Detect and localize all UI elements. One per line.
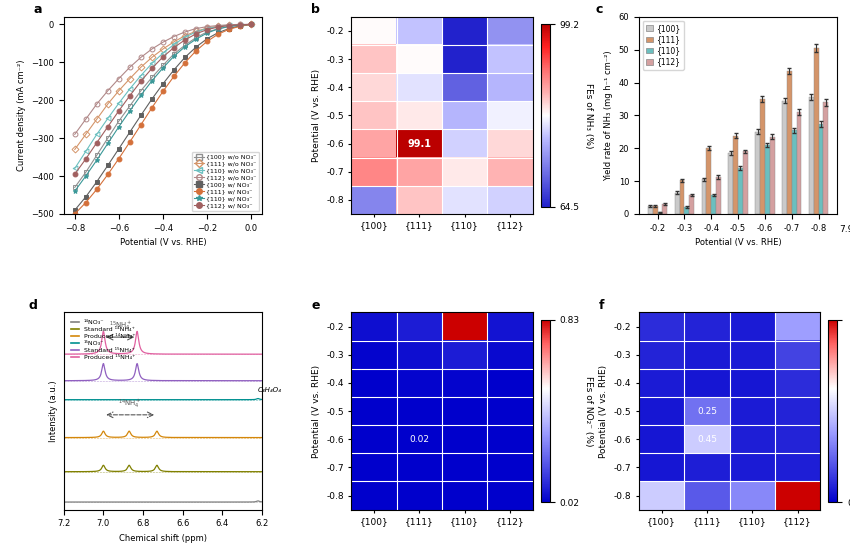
- Y-axis label: FEs of NO₂⁻ (%): FEs of NO₂⁻ (%): [585, 376, 593, 446]
- Bar: [716, 177, 721, 214]
- Text: 7.9: 7.9: [839, 225, 850, 234]
- Legend: {100} w/o NO₃⁻, {111} w/o NO₃⁻, {110} w/o NO₃⁻, {112} w/o NO₃⁻, {100} w/ NO₃⁻, {: {100} w/o NO₃⁻, {111} w/o NO₃⁻, {110} w/…: [192, 152, 259, 211]
- Y-axis label: Intensity (a.u.): Intensity (a.u.): [49, 380, 58, 442]
- Text: d: d: [28, 298, 37, 311]
- Bar: [824, 102, 828, 214]
- Bar: [782, 101, 787, 214]
- Bar: [760, 99, 765, 214]
- Text: 0.25: 0.25: [697, 407, 717, 416]
- X-axis label: Chemical shift (ppm): Chemical shift (ppm): [119, 534, 207, 543]
- Bar: [743, 152, 748, 214]
- Bar: [684, 207, 689, 214]
- Text: e: e: [311, 298, 320, 311]
- Bar: [689, 195, 694, 214]
- Bar: [819, 124, 824, 214]
- Text: 99.1: 99.1: [407, 138, 431, 148]
- Y-axis label: Current density (mA cm⁻²): Current density (mA cm⁻²): [17, 59, 26, 171]
- Text: f: f: [599, 298, 604, 311]
- Bar: [701, 179, 706, 214]
- Bar: [765, 145, 770, 214]
- Bar: [658, 212, 662, 214]
- Text: $^{14}$NH$_4^+$: $^{14}$NH$_4^+$: [118, 398, 142, 411]
- Bar: [680, 180, 684, 214]
- Bar: [738, 168, 743, 214]
- Y-axis label: Potential (V vs. RHE): Potential (V vs. RHE): [311, 365, 320, 458]
- Y-axis label: Yield rate of NH₃ (mg h⁻¹ cm⁻²): Yield rate of NH₃ (mg h⁻¹ cm⁻²): [604, 50, 613, 181]
- Bar: [706, 148, 711, 214]
- Bar: [756, 132, 760, 214]
- Bar: [809, 97, 813, 214]
- X-axis label: Potential (V vs. RHE): Potential (V vs. RHE): [120, 238, 207, 247]
- Text: $^{15}$NH$_4^+$: $^{15}$NH$_4^+$: [109, 320, 132, 333]
- Bar: [813, 48, 819, 214]
- Y-axis label: Potential (V vs. RHE): Potential (V vs. RHE): [599, 365, 608, 458]
- Text: 0.02: 0.02: [410, 435, 429, 444]
- Legend: ¹⁴NO₃⁻, Standard ¹⁴NH₄⁺, Produced ¹⁴NH₄⁺, ¹⁵NO₃⁻, Standard ¹⁵NH₄⁺, Produced ¹⁵NH: ¹⁴NO₃⁻, Standard ¹⁴NH₄⁺, Produced ¹⁴NH₄⁺…: [69, 318, 138, 363]
- Text: 0.45: 0.45: [697, 435, 717, 444]
- Bar: [770, 137, 774, 214]
- Text: c: c: [595, 3, 603, 16]
- Bar: [648, 206, 653, 214]
- Legend: {100}, {111}, {110}, {112}: {100}, {111}, {110}, {112}: [643, 21, 683, 69]
- Bar: [791, 130, 796, 214]
- Bar: [711, 195, 716, 214]
- Text: b: b: [311, 3, 320, 16]
- X-axis label: Potential (V vs. RHE): Potential (V vs. RHE): [694, 238, 781, 247]
- Bar: [675, 193, 680, 214]
- Text: C₄H₄O₄: C₄H₄O₄: [258, 387, 282, 393]
- Bar: [662, 204, 667, 214]
- Y-axis label: FEs of NH₃ (%): FEs of NH₃ (%): [584, 83, 593, 148]
- Bar: [653, 206, 658, 214]
- Bar: [734, 136, 738, 214]
- Text: a: a: [34, 3, 42, 16]
- Y-axis label: Potential (V vs. RHE): Potential (V vs. RHE): [311, 69, 320, 162]
- Bar: [787, 71, 791, 214]
- Bar: [728, 153, 734, 214]
- Bar: [796, 112, 802, 214]
